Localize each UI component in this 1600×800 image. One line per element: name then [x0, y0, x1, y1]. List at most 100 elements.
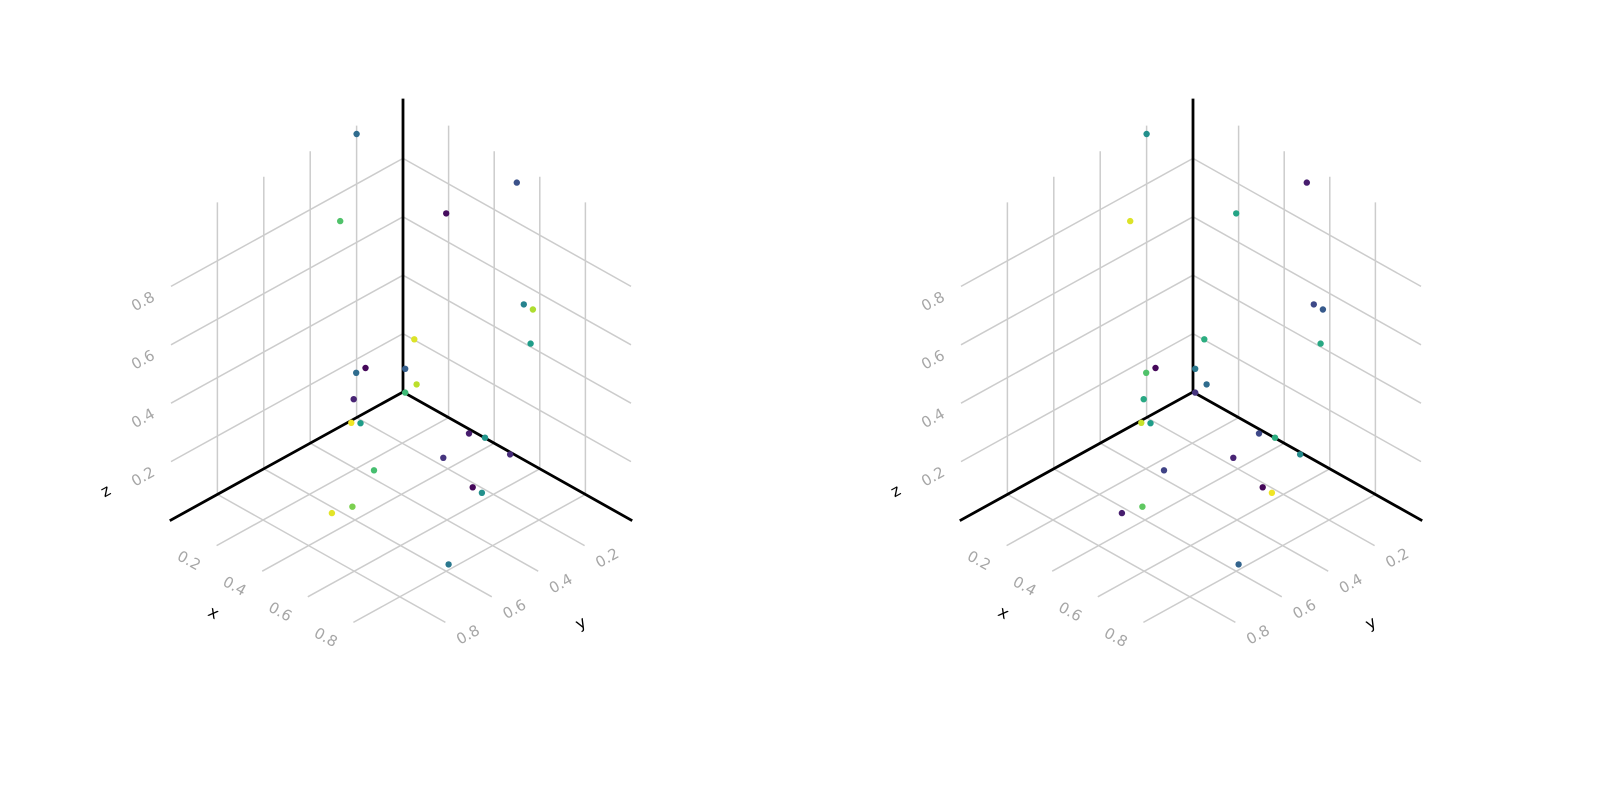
scatter-point: [1235, 561, 1242, 568]
scatter-point: [527, 340, 534, 347]
grid-line-wall-yz: [960, 157, 1194, 288]
scatter-point: [1147, 420, 1154, 427]
scatter-point: [1230, 454, 1237, 461]
scatter-point: [402, 365, 409, 372]
scatter-point: [506, 451, 514, 458]
grid-line-wall-yz: [960, 332, 1194, 463]
scatter-point: [348, 419, 355, 426]
scatter3d-panel-left: 0.2 0.4 0.6 0.8 0.2 0.4 0.6 0.8 0.2 0.4 0.6 0.8 x y z: [97, 98, 633, 651]
scatter-point: [411, 336, 418, 343]
grid-line-floor-x: [261, 442, 495, 572]
y-axis-line: [959, 390, 1195, 522]
y-axis-label: y: [572, 612, 589, 633]
scatter-point: [402, 389, 409, 396]
scatter-point: [481, 434, 489, 441]
scatter-point: [1201, 336, 1208, 343]
scatter-point: [440, 454, 447, 461]
scatter-point: [413, 381, 420, 388]
scatter-point: [1160, 467, 1168, 474]
grid-line-wall-yz: [170, 274, 404, 404]
z-tick-label: 0.8: [918, 288, 948, 315]
z-axis-label: z: [887, 480, 904, 501]
grid-line-floor-x: [307, 468, 541, 598]
x-axis-line: [1191, 390, 1423, 522]
scatter-point: [1127, 217, 1134, 225]
z-tick-label: 0.2: [918, 463, 948, 490]
scatter-point: [465, 430, 473, 437]
y-tick-label: 0.4: [1336, 570, 1366, 597]
x-tick-label: 0.6: [265, 598, 295, 625]
grid-line-floor-x: [1051, 442, 1285, 572]
scatter-point: [350, 396, 357, 403]
y-tick-label: 0.8: [1243, 621, 1273, 648]
scatter-point: [1143, 369, 1150, 376]
scatter-point: [1233, 210, 1240, 217]
y-tick-label: 0.2: [592, 544, 622, 571]
grid-line-wall-yz: [170, 332, 404, 463]
x-tick-label: 0.4: [1010, 573, 1040, 600]
scatter-point: [1259, 484, 1266, 491]
grid-line-wall-xz: [402, 216, 632, 346]
grid-line-floor-x: [1097, 468, 1331, 598]
z-tick-label: 0.8: [128, 288, 158, 315]
grid-line-floor-y: [263, 468, 493, 598]
scatter-point: [1317, 340, 1324, 347]
x-tick-label: 0.8: [1101, 624, 1131, 651]
scatter-point: [1138, 419, 1145, 426]
x-tick-label: 0.4: [220, 573, 250, 600]
scatter-point: [328, 509, 336, 517]
grid-line-wall-xz: [402, 157, 632, 288]
grid-line-floor-x: [1006, 416, 1239, 547]
grid-line-wall-xz: [1192, 332, 1422, 463]
scatter-point: [1255, 430, 1263, 437]
x-tick-label: 0.2: [964, 547, 994, 574]
grid-line-floor-y: [1146, 416, 1375, 547]
y-tick-label: 0.8: [453, 621, 483, 648]
grid-line-wall-xz: [1192, 157, 1422, 288]
z-tick-label: 0.6: [128, 346, 158, 373]
grid-line-wall-yz: [960, 216, 1194, 346]
scatter-point: [1140, 396, 1147, 403]
grid-line-floor-y: [217, 493, 446, 624]
scatter-point: [370, 467, 378, 474]
x-axis-line: [401, 390, 633, 522]
grid-line-wall-xz: [1192, 216, 1422, 346]
y-axis-line: [169, 390, 405, 522]
y-axis-label: y: [1362, 612, 1379, 633]
grid-line-wall-yz: [960, 274, 1194, 404]
scatter-point: [337, 217, 344, 225]
x-tick-label: 0.6: [1055, 598, 1085, 625]
z-tick-label: 0.4: [128, 405, 158, 432]
y-tick-label: 0.6: [500, 596, 530, 623]
scatter-point: [357, 420, 364, 427]
x-tick-label: 0.8: [311, 624, 341, 651]
scatter-point: [1118, 509, 1126, 517]
scatter-point: [1310, 301, 1318, 308]
scatter-point: [353, 369, 360, 376]
grid-line-wall-yz: [170, 157, 404, 288]
scatter3d-panel-right: 0.2 0.4 0.6 0.8 0.2 0.4 0.6 0.8 0.2 0.4 0.6 0.8 x y z: [887, 98, 1423, 651]
x-tick-label: 0.2: [174, 547, 204, 574]
grid-line-floor-y: [309, 442, 539, 572]
grid-line-wall-yz: [170, 216, 404, 346]
grid-line-floor-x: [1143, 493, 1376, 624]
scatter-point: [469, 484, 476, 491]
scatter-point: [1268, 489, 1276, 496]
grid-line-floor-y: [1053, 468, 1283, 598]
scatter-point: [1203, 381, 1210, 388]
scatter-point: [349, 503, 356, 510]
scatter-point: [478, 489, 486, 496]
scatter-point: [362, 364, 369, 372]
scatter-point: [1303, 179, 1311, 186]
grid-line-floor-y: [1099, 442, 1329, 572]
z-tick-label: 0.4: [918, 405, 948, 432]
scatter-point: [520, 301, 527, 308]
scatter-point: [1296, 451, 1304, 458]
grid-line-wall-xz: [402, 332, 632, 463]
scatter-point: [1271, 434, 1279, 441]
grid-line-wall-xz: [402, 274, 632, 404]
x-axis-label: x: [995, 602, 1012, 623]
grid-line-floor-x: [353, 493, 586, 624]
grid-line-floor-y: [356, 416, 585, 547]
